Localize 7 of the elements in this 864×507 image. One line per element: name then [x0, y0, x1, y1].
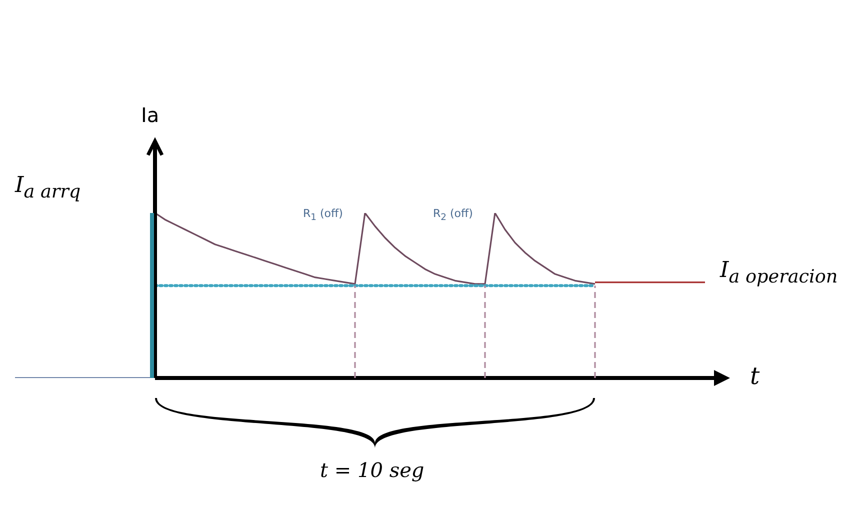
text: I$_{a arrq}$	[15, 173, 81, 202]
annotation: R$_{1}$ (off)	[303, 207, 343, 224]
y-axis-title: Ia	[141, 103, 160, 127]
text: t = 10 seg	[320, 458, 424, 482]
text: I$_{a operacion}$	[720, 258, 838, 288]
x-axis-title: t	[750, 362, 760, 390]
annotation: R$_{2}$ (off)	[433, 207, 473, 224]
